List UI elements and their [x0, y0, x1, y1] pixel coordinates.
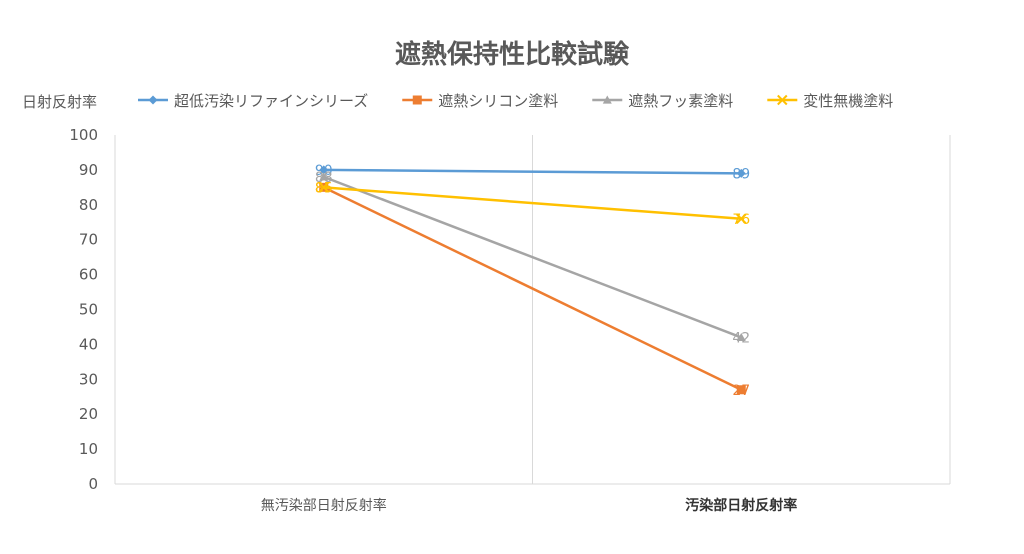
data-label: 88 [315, 170, 333, 186]
marker-triangle [319, 172, 329, 181]
marker-diamond [736, 168, 746, 178]
y-tick-label: 30 [79, 370, 98, 388]
y-tick-label: 60 [79, 266, 98, 284]
marker-x [736, 213, 747, 224]
marker-triangle [736, 332, 746, 342]
legend-label: 超低汚染リファインシリーズ [174, 92, 368, 110]
series-line [323, 168, 742, 175]
marker-square [412, 95, 422, 105]
series-line [323, 186, 742, 221]
x-category-label: 汚染部日射反射率 [685, 497, 797, 514]
y-tick-label: 70 [79, 231, 98, 249]
data-label: 89 [732, 166, 750, 182]
data-label: 42 [732, 330, 750, 346]
x-category-label: 無汚染部日射反射率 [261, 497, 387, 514]
series-layer [318, 165, 747, 395]
legend-label: 遮熱シリコン塗料 [438, 92, 558, 110]
marker-diamond [319, 165, 329, 175]
series-line [323, 186, 742, 391]
legend-item: 変性無機塗料 [767, 92, 893, 110]
marker-x [777, 94, 788, 106]
legend-item: 遮熱フッ素塗料 [592, 92, 733, 110]
marker-triangle [602, 95, 612, 104]
y-tick-label: 40 [79, 335, 98, 353]
y-tick-label: 20 [79, 405, 98, 423]
legend-item: 超低汚染リファインシリーズ [138, 92, 368, 110]
legend-label: 変性無機塗料 [803, 92, 893, 110]
marker-diamond [148, 95, 158, 105]
y-tick-label: 100 [69, 126, 98, 144]
data-label: 85 [315, 180, 333, 196]
legend: 超低汚染リファインシリーズ 遮熱シリコン塗料 遮熱フッ素塗料 変性無機塗料 [138, 92, 893, 110]
legend-label: 遮熱フッ素塗料 [628, 92, 733, 110]
axes: 0 10 20 30 40 50 60 70 80 90 100 無汚染部日射反射率 汚染部日射反射率 [69, 126, 951, 514]
y-tick-label: 10 [79, 440, 98, 458]
y-tick-label: 80 [79, 196, 98, 214]
data-label: 90 [315, 163, 333, 179]
y-axis-label: 日射反射率 [22, 93, 97, 111]
y-tick-label: 90 [79, 161, 98, 179]
marker-square [736, 385, 746, 395]
marker-x [318, 182, 329, 193]
data-label: 27 [732, 383, 750, 399]
y-tick-label: 50 [79, 301, 98, 319]
data-label: 76 [732, 212, 750, 228]
y-tick-label: 0 [88, 475, 98, 493]
series-line [323, 175, 742, 339]
data-label: 85 [315, 180, 333, 196]
legend-item: 遮熱シリコン塗料 [402, 92, 558, 110]
chart-title: 遮熱保持性比較試験 [395, 39, 630, 70]
